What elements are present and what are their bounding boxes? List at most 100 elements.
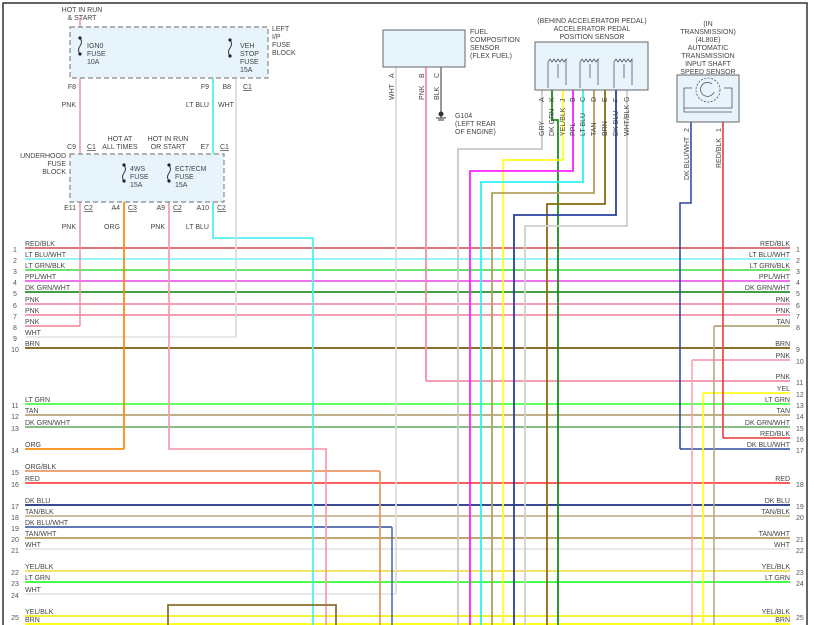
bus-right-wire-label: TAN (777, 319, 790, 326)
bus-left-wire-label: RED/BLK (25, 241, 55, 248)
bus-right-wire-number: 13 (796, 403, 804, 410)
bus-left-wire-number: 20 (11, 537, 19, 544)
veh-stop-fuse-label: 15A (240, 67, 253, 74)
connector-c2: C2 (173, 205, 182, 212)
bus-left-wire-number: 4 (13, 280, 17, 287)
bus-left-wire-number: 18 (11, 515, 19, 522)
pin-e7: E7 (200, 144, 209, 151)
accel-pin-label: D (591, 97, 598, 102)
speed-sensor-icon (683, 77, 733, 113)
ip-supply-label: HOT IN RUN (62, 7, 103, 14)
bus-right-wire-label: BRN (775, 617, 790, 624)
trans-wire-label: DK BLU/WHT (684, 136, 691, 180)
bus-right-wire-number: 19 (796, 504, 804, 511)
bus-left-wire-label: WHT (25, 542, 42, 549)
bus-left-wire-number: 17 (11, 504, 19, 511)
fuse-icon (167, 164, 171, 182)
accel-wire-J (502, 90, 564, 625)
bus-right-wire-label: LT GRN (765, 397, 790, 404)
wire-label-pnk: PNK (62, 102, 77, 109)
input-shaft-speed-sensor (676, 74, 740, 123)
bus-right-wire-number: 8 (796, 325, 800, 332)
accel-wire-K (551, 90, 559, 625)
accel-wire-label: DK GRN (549, 109, 556, 136)
potentiometer-icon (579, 57, 599, 88)
bus-left-wire-number: 19 (11, 526, 19, 533)
fuel-pin-label: C (434, 73, 441, 78)
connector-c2: C2 (84, 205, 93, 212)
bus-left-wire-label: YEL/BLK (25, 564, 54, 571)
bus-left-wire-number: 8 (13, 325, 17, 332)
pin-b8: B8 (222, 84, 231, 91)
bus-right-wire-number: 7 (796, 314, 800, 321)
accel-wire-F (513, 90, 617, 625)
fuel-sensor-label: COMPOSITION (470, 37, 520, 44)
bus-right-wire-label: YEL (777, 386, 790, 393)
bus-right-wire-number: 5 (796, 291, 800, 298)
bus-right-wire-label: TAN/BLK (761, 509, 790, 516)
bus-left-wire-number: 6 (13, 303, 17, 310)
bus-left-wire-number: 22 (11, 570, 19, 577)
accelerator-pedal-position-sensor (534, 41, 649, 91)
bus-left-wire-label: TAN/WHT (25, 531, 57, 538)
4ws-fuse-label: FUSE (130, 174, 149, 181)
bus-left-wire-label: BRN (25, 617, 40, 624)
pnk-ect-wire (168, 154, 327, 625)
bus-right-wire-label: DK BLU/WHT (747, 442, 791, 449)
fuse-terminal-icon (78, 36, 82, 40)
pin-a4: A4 (111, 205, 120, 212)
pin-a9: A9 (156, 205, 165, 212)
4ws-fuse-label: 15A (130, 182, 143, 189)
bus-left-wire-number: 13 (11, 426, 19, 433)
fuse-terminal-icon (122, 179, 126, 183)
accel-wire-A (457, 90, 543, 625)
bus-right-wire-label: RED (775, 476, 790, 483)
bus-right-wire-label: RED/BLK (760, 431, 790, 438)
bus-left-wire-label: DK GRN/WHT (25, 420, 71, 427)
accel-wire-label: WHT/BLK (624, 105, 631, 136)
wire-label-pnk: PNK (151, 224, 166, 231)
bus-left-wire-number: 3 (13, 269, 17, 276)
bus-left-wire-label: LT GRN (25, 575, 50, 582)
accel-pin-label: B (570, 97, 577, 102)
accel-wire-label: DK BLU (613, 111, 620, 136)
brn-loop-wire (167, 604, 337, 625)
potentiometer-icon (613, 57, 633, 88)
bus-left-wire-label: PNK (25, 297, 40, 304)
bus-left-wire-number: 14 (11, 448, 19, 455)
ect-ecm-fuse-label: FUSE (175, 174, 194, 181)
trans-sensor-label: SPEED SENSOR (680, 69, 735, 76)
underhood-fuse-block-label: BLOCK (42, 169, 66, 176)
bus-left-wire-label: WHT (25, 587, 42, 594)
connector-c2: C2 (217, 205, 226, 212)
bus-left-wire-number: 12 (11, 414, 19, 421)
accel-wire-label: YEL/BLK (560, 107, 567, 136)
bus-right-wire-label: YEL/BLK (762, 609, 791, 616)
bus-right-wire-number: 4 (796, 280, 800, 287)
fuel-sensor-label: FUEL (470, 29, 488, 36)
trans-sensor-label: (4L80E) (696, 37, 721, 44)
trans-sensor-label: INPUT SHAFT (685, 61, 731, 68)
bus-left-wire-label: ORG/BLK (25, 464, 56, 471)
trans-sensor-label: TRANSMISSION (681, 53, 734, 60)
ect-supply-label: OR START (151, 144, 186, 151)
veh-stop-fuse-label: FUSE (240, 59, 259, 66)
accel-wire-label: LT BLU (580, 113, 587, 136)
components-layer (69, 26, 740, 203)
ign0-fuse-label: IGN0 (87, 43, 103, 50)
bus-left-wire-number: 9 (13, 336, 17, 343)
veh-stop-fuse-label: VEH (240, 43, 254, 50)
accel-wire-E (546, 90, 606, 625)
bus-left-wire-number: 1 (13, 247, 17, 254)
connector-c3: C3 (128, 205, 137, 212)
underhood-fuse-block-label: FUSE (47, 161, 66, 168)
accel-wire-label: GRY (539, 121, 546, 136)
bus-right-wire-number: 25 (796, 615, 804, 622)
connector-c1: C1 (87, 144, 96, 151)
potentiometer-icon (547, 57, 567, 88)
ground-g104-label: OF ENGINE) (455, 129, 496, 136)
accel-sensor-label: ACCELERATOR PEDAL (554, 26, 631, 33)
fuse-terminal-icon (167, 163, 171, 167)
